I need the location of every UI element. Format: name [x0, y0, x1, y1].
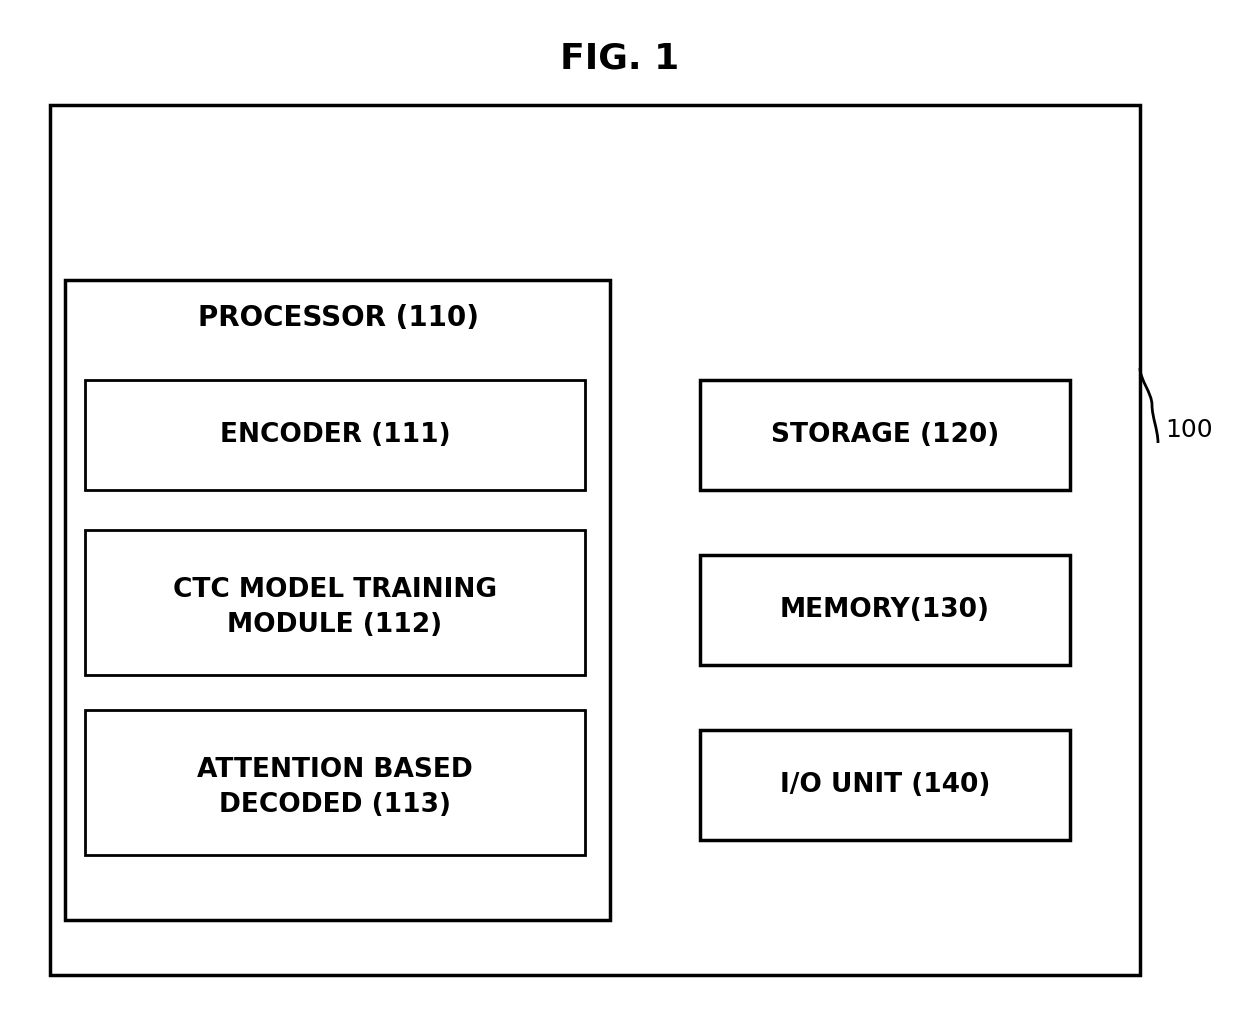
Text: I/O UNIT (140): I/O UNIT (140) — [780, 772, 991, 798]
Text: ATTENTION BASED: ATTENTION BASED — [197, 757, 472, 783]
Bar — [86, 380, 585, 490]
Text: FIG. 1: FIG. 1 — [560, 41, 680, 75]
Text: MEMORY(130): MEMORY(130) — [780, 597, 990, 623]
Bar — [50, 105, 1140, 975]
Text: 100: 100 — [1166, 418, 1213, 442]
Bar — [86, 710, 585, 855]
Text: PROCESSOR (110): PROCESSOR (110) — [197, 304, 479, 332]
Text: DECODED (113): DECODED (113) — [219, 792, 451, 819]
Text: CTC MODEL TRAINING: CTC MODEL TRAINING — [172, 577, 497, 603]
Bar — [701, 555, 1070, 665]
Bar — [64, 280, 610, 920]
Bar — [701, 730, 1070, 840]
Bar — [701, 380, 1070, 490]
Text: STORAGE (120): STORAGE (120) — [771, 422, 999, 448]
Bar — [86, 530, 585, 675]
Text: ENCODER (111): ENCODER (111) — [219, 422, 450, 448]
Text: MODULE (112): MODULE (112) — [227, 612, 443, 638]
